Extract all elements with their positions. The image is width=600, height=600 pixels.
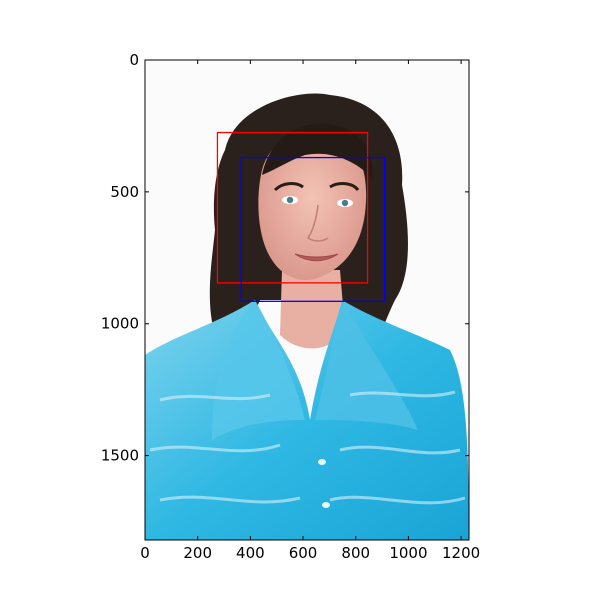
x-tick-label: 200: [183, 544, 212, 562]
y-tick-label: 500: [110, 183, 139, 201]
photo-image: [145, 60, 469, 540]
hair-fringe: [262, 123, 373, 178]
nose: [306, 204, 329, 242]
collar-left: [211, 300, 305, 440]
x-tick-label: 1000: [389, 544, 427, 562]
x-tick-label: 0: [140, 544, 150, 562]
x-tick-label: 600: [289, 544, 318, 562]
x-tick-label: 1200: [442, 544, 480, 562]
x-tick-label: 800: [341, 544, 370, 562]
shirt-button: [322, 502, 330, 508]
neck: [280, 270, 345, 349]
collar-right: [315, 300, 418, 430]
y-tick-label: 1500: [101, 447, 139, 465]
shirt-button: [318, 459, 326, 465]
tie-dye-pattern: [149, 390, 466, 505]
x-tick-label: 400: [236, 544, 265, 562]
y-tick-label: 0: [129, 51, 139, 69]
bounding-box-blue: [240, 156, 386, 302]
eyebrow-left: [273, 182, 304, 192]
bounding-box-red: [216, 131, 369, 284]
x-axis: 0 200 400 600 800 1000 1200: [140, 60, 480, 562]
y-tick-label: 1000: [101, 315, 139, 333]
face: [258, 129, 367, 280]
axes-frame: [144, 59, 470, 541]
mouth: [294, 253, 339, 262]
eyebrow-right: [329, 182, 360, 192]
iris-left: [286, 196, 294, 204]
y-axis: 0 500 1000 1500: [101, 51, 469, 465]
iris-right: [341, 199, 349, 207]
